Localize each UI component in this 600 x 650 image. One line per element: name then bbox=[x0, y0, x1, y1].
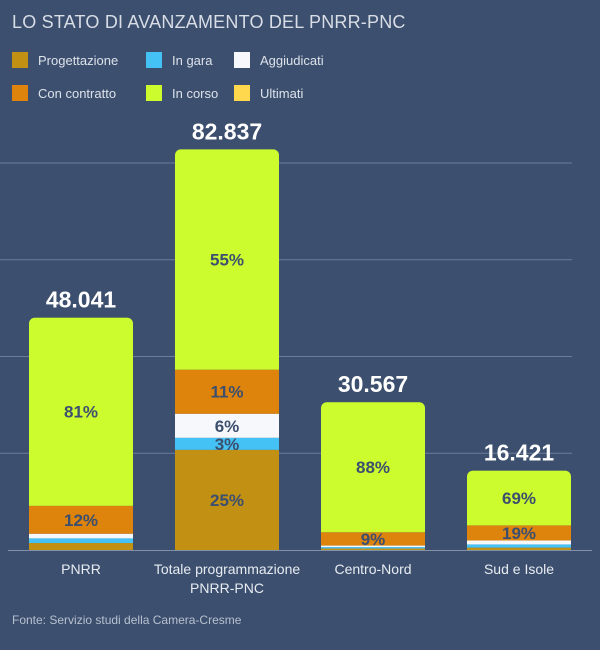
legend-item-aggiudicati: Aggiudicati bbox=[234, 52, 324, 68]
bar bbox=[467, 470, 571, 550]
bar-total-label: 30.567 bbox=[338, 371, 408, 397]
bar-segment-con-contratto bbox=[175, 369, 279, 414]
bar-segment-progettazione bbox=[321, 548, 425, 550]
data-label: 81% bbox=[64, 403, 98, 422]
bar-segment-in-gara bbox=[467, 544, 571, 548]
bar-segment-progettazione bbox=[175, 449, 279, 550]
legend-item-con-contratto: Con contratto bbox=[12, 85, 116, 101]
legend-swatch bbox=[234, 52, 250, 68]
bar bbox=[29, 317, 133, 550]
data-label: 19% bbox=[502, 524, 536, 543]
bar-segment-aggiudicati bbox=[29, 533, 133, 539]
data-label: 6% bbox=[215, 417, 240, 436]
legend-item-in-gara: In gara bbox=[146, 52, 212, 68]
x-tick-label: Sud e Isole bbox=[484, 561, 554, 577]
bar-total-label: 82.837 bbox=[192, 118, 262, 144]
legend-label: In corso bbox=[172, 85, 219, 101]
bar-segment-in-corso bbox=[29, 317, 133, 506]
legend-item-progettazione: Progettazione bbox=[12, 52, 118, 68]
legend-label: In gara bbox=[172, 52, 213, 68]
bar-segment-progettazione bbox=[29, 543, 133, 550]
legend-label: Ultimati bbox=[260, 85, 304, 101]
bar bbox=[321, 402, 425, 550]
legend-item-ultimati: Ultimati bbox=[234, 85, 303, 101]
legend-swatch bbox=[12, 52, 28, 68]
bar-segment-con-contratto bbox=[29, 505, 133, 534]
bar-segment-in-corso bbox=[175, 149, 279, 370]
legend-label: Aggiudicati bbox=[260, 52, 324, 68]
data-label: 12% bbox=[64, 511, 98, 530]
legend-swatch bbox=[12, 85, 28, 101]
bar-segment-progettazione bbox=[467, 547, 571, 550]
legend-item-in-corso: In corso bbox=[146, 85, 218, 101]
bar-total-label: 48.041 bbox=[46, 287, 117, 313]
x-tick-label: Totale programmazione bbox=[154, 561, 301, 577]
bar-segment-in-corso bbox=[321, 402, 425, 533]
bar-segment-in-gara bbox=[321, 547, 425, 549]
source-note: Fonte: Servizio studi della Camera-Cresm… bbox=[12, 613, 242, 627]
x-tick-label: PNRR-PNC bbox=[190, 580, 264, 596]
data-label: 55% bbox=[210, 250, 244, 269]
legend-swatch bbox=[234, 85, 250, 101]
chart-title: LO STATO DI AVANZAMENTO DEL PNRR-PNC bbox=[12, 12, 406, 32]
x-tick-label: PNRR bbox=[61, 561, 101, 577]
data-label: 25% bbox=[210, 491, 244, 510]
bar bbox=[175, 149, 279, 550]
legend-swatch bbox=[146, 85, 162, 101]
legend-label: Con contratto bbox=[38, 85, 117, 101]
bar-segment-in-gara bbox=[175, 437, 279, 450]
bar-segment-aggiudicati bbox=[321, 545, 425, 548]
bar-segment-aggiudicati bbox=[175, 413, 279, 438]
bar-segment-in-corso bbox=[467, 470, 571, 526]
legend-label: Progettazione bbox=[38, 52, 119, 68]
bar-total-label: 16.421 bbox=[484, 440, 555, 466]
legend-swatch bbox=[146, 52, 162, 68]
bar-segment-con-contratto bbox=[321, 532, 425, 546]
data-label: 69% bbox=[502, 489, 536, 508]
data-label: 88% bbox=[356, 458, 390, 477]
x-tick-label: Centro-Nord bbox=[334, 561, 411, 577]
data-label: 9% bbox=[361, 530, 386, 549]
bar-segment-in-gara bbox=[29, 538, 133, 544]
bar-segment-aggiudicati bbox=[467, 540, 571, 545]
bar-segment-con-contratto bbox=[467, 525, 571, 541]
data-label: 3% bbox=[215, 435, 240, 454]
data-label: 11% bbox=[210, 383, 243, 402]
